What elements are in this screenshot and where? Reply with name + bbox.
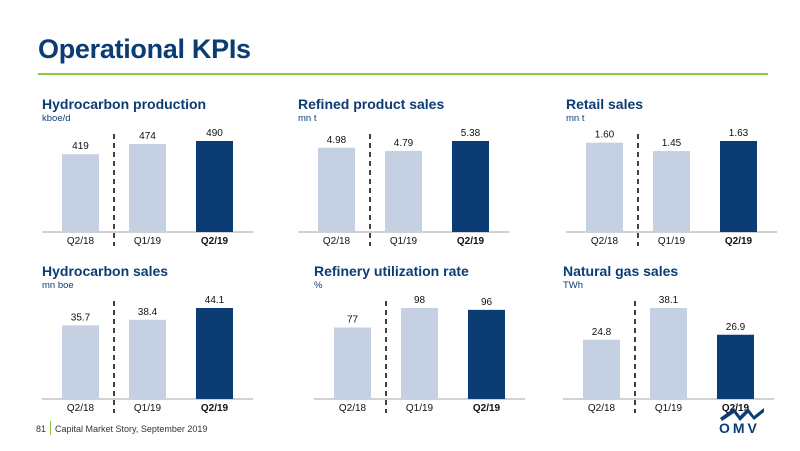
bar-Q2-18 <box>62 325 99 399</box>
bar-Q2-18 <box>586 142 623 232</box>
tick-label: Q2/19 <box>201 236 229 247</box>
bar-Q2-18 <box>583 339 620 399</box>
bar-Q1-19 <box>385 150 422 232</box>
data-label: 1.45 <box>662 138 682 149</box>
chart-refined-product-sales: Refined product sales mn t 4.98 Q2/18 4.79… <box>298 96 548 256</box>
bar-Q2-18 <box>318 147 355 232</box>
tick-label: Q2/19 <box>457 236 485 247</box>
chart-svg: 77 Q2/18 98 Q1/19 96 Q2/19 <box>314 295 525 414</box>
chart-title: Hydrocarbon sales <box>42 263 169 279</box>
tick-label: Q2/18 <box>323 236 351 247</box>
chart-svg: 419 Q2/18 474 Q1/19 490 Q2/19 <box>42 128 253 247</box>
chart-unit: mn boe <box>42 280 74 291</box>
chart-refinery-utilization-rate: Refinery utilization rate % 77 Q2/18 98 Q1/… <box>314 263 564 423</box>
title-rule <box>38 73 768 75</box>
data-label: 24.8 <box>592 327 612 338</box>
data-label: 1.63 <box>729 128 749 139</box>
tick-label: Q2/19 <box>201 403 229 414</box>
chart-title: Refinery utilization rate <box>314 263 469 279</box>
tick-label: Q1/19 <box>655 403 683 414</box>
tick-label: Q2/18 <box>588 403 616 414</box>
chart-hydrocarbon-sales: Hydrocarbon sales mn boe 35.7 Q2/18 38.4 Q1… <box>42 263 292 423</box>
tick-label: Q1/19 <box>658 236 686 247</box>
chart-hydrocarbon-production: Hydrocarbon production kboe/d 419 Q2/18 47… <box>42 96 292 256</box>
chart-svg: 35.7 Q2/18 38.4 Q1/19 44.1 Q2/19 <box>42 295 253 414</box>
data-label: 44.1 <box>205 295 225 306</box>
tick-label: Q1/19 <box>134 403 162 414</box>
tick-label: Q2/18 <box>67 403 95 414</box>
chart-unit: mn t <box>298 113 317 124</box>
bar-Q2-19 <box>196 141 233 232</box>
data-label: 1.60 <box>595 130 615 141</box>
tick-label: Q2/18 <box>339 403 367 414</box>
bar-Q2-18 <box>62 154 99 232</box>
tick-label: Q2/19 <box>473 403 501 414</box>
tick-label: Q1/19 <box>134 236 162 247</box>
footer-page-number: 81 <box>36 424 47 434</box>
bar-Q2-18 <box>334 327 371 399</box>
chart-title: Retail sales <box>566 96 644 112</box>
data-label: 98 <box>414 295 426 306</box>
data-label: 38.1 <box>659 295 679 306</box>
chart-natural-gas-sales: Natural gas sales TWh 24.8 Q2/18 38.1 Q1/19… <box>563 263 800 423</box>
logo-text: OMV <box>719 420 760 436</box>
data-label: 77 <box>347 315 359 326</box>
data-label: 4.98 <box>327 135 347 146</box>
chart-unit: mn t <box>566 113 585 124</box>
bar-Q2-19 <box>717 334 754 399</box>
chart-title: Hydrocarbon production <box>42 96 207 112</box>
chart-unit: TWh <box>563 280 584 291</box>
data-label: 419 <box>72 141 89 152</box>
chart-retail-sales: Retail sales mn t 1.60 Q2/18 1.45 Q1/19 1.63… <box>566 96 800 256</box>
bar-Q1-19 <box>653 151 690 232</box>
data-label: 38.4 <box>138 307 158 318</box>
data-label: 26.9 <box>726 322 746 333</box>
chart-svg: 4.98 Q2/18 4.79 Q1/19 5.38 Q2/19 <box>298 128 509 247</box>
chart-svg: 1.60 Q2/18 1.45 Q1/19 1.63 Q2/19 <box>566 128 777 247</box>
tick-label: Q2/19 <box>725 236 753 247</box>
bar-Q2-19 <box>452 141 489 232</box>
footer-separator <box>50 421 51 435</box>
chart-title: Natural gas sales <box>563 263 679 279</box>
bar-Q2-19 <box>468 309 505 399</box>
data-label: 4.79 <box>394 138 414 149</box>
bar-Q1-19 <box>401 308 438 399</box>
bar-Q1-19 <box>129 143 166 232</box>
data-label: 474 <box>139 131 156 142</box>
tick-label: Q2/18 <box>67 236 95 247</box>
bar-Q1-19 <box>650 308 687 399</box>
chart-unit: kboe/d <box>42 113 71 124</box>
chart-title: Refined product sales <box>298 96 445 112</box>
omv-logo-icon <box>720 408 764 421</box>
data-label: 490 <box>206 128 223 139</box>
tick-label: Q2/18 <box>591 236 619 247</box>
bar-Q2-19 <box>196 308 233 399</box>
chart-svg: 24.8 Q2/18 38.1 Q1/19 26.9 Q2/19 <box>563 295 774 414</box>
page-title: Operational KPIs <box>38 34 251 64</box>
bar-Q2-19 <box>720 141 757 232</box>
data-label: 35.7 <box>71 312 91 323</box>
data-label: 96 <box>481 297 493 308</box>
tick-label: Q2/19 <box>722 403 750 414</box>
tick-label: Q1/19 <box>406 403 434 414</box>
tick-label: Q1/19 <box>390 236 418 247</box>
bar-Q1-19 <box>129 319 166 399</box>
footer-text: Capital Market Story, September 2019 <box>55 424 208 434</box>
data-label: 5.38 <box>461 128 481 139</box>
chart-unit: % <box>314 280 323 291</box>
